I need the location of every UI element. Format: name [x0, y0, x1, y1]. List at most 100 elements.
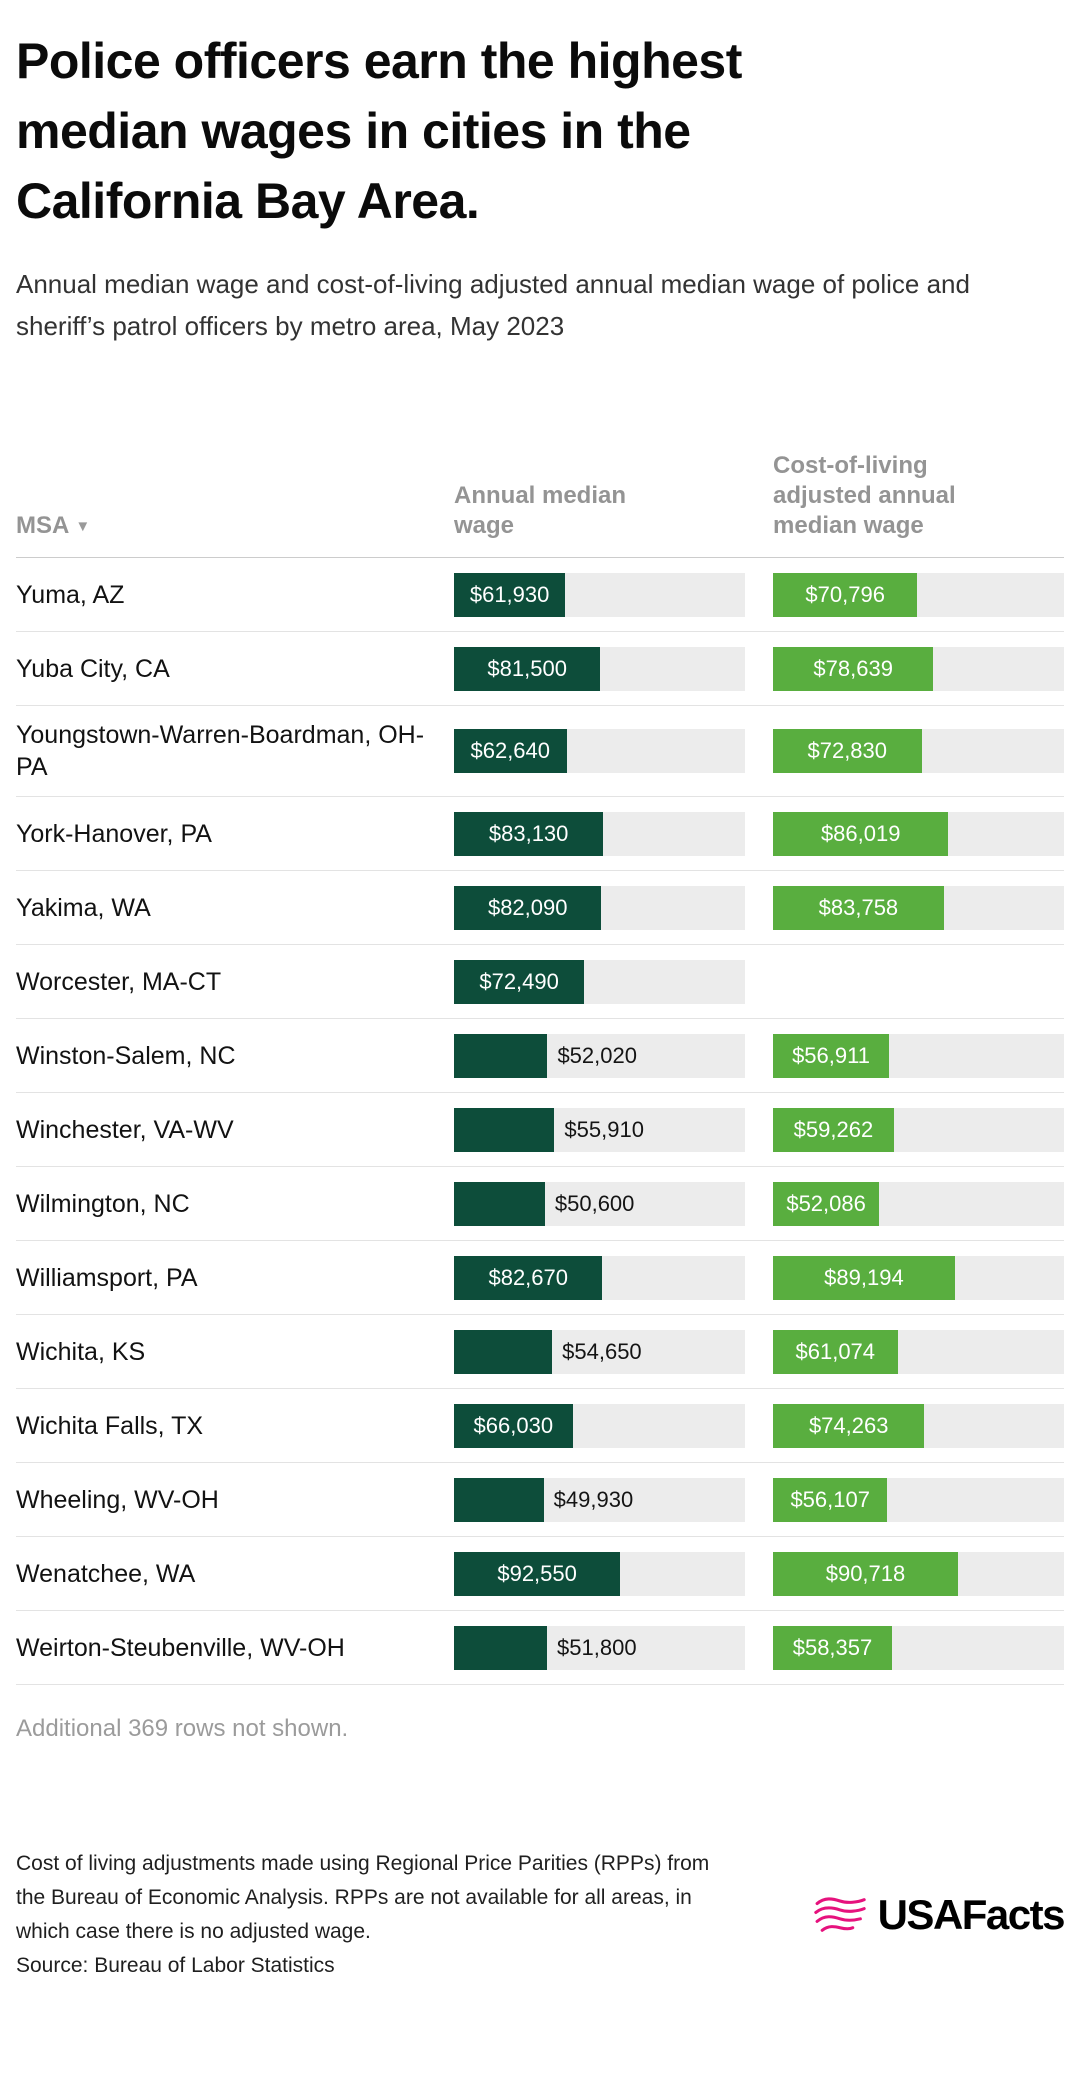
adjusted-wage-value-label: $72,830: [807, 738, 888, 764]
annual-wage-value-label: $54,650: [562, 1338, 642, 1364]
adjusted-wage-bar-track: $74,263: [773, 1403, 1064, 1448]
annual-wage-bar-track: $83,130: [454, 811, 745, 856]
annual-wage-value-label: $61,930: [469, 581, 550, 607]
table-row: Youngstown-Warren-Boardman, OH-PA $62,64…: [16, 706, 1064, 798]
table-row: York-Hanover, PA $83,130 $86,019: [16, 797, 1064, 872]
annual-wage-bar-track: $92,550: [454, 1551, 745, 1596]
adjusted-wage-value-label: $86,019: [820, 820, 901, 846]
adjusted-wage-bar-track: $70,796: [773, 572, 1064, 617]
adjusted-wage-bar: $52,086: [773, 1181, 880, 1226]
adjusted-wage-bar-track: $86,019: [773, 811, 1064, 856]
msa-cell: Wilmington, NC: [16, 1189, 190, 1218]
annual-wage-value-label: $83,130: [488, 820, 569, 846]
adjusted-wage-value-label: $58,357: [792, 1634, 873, 1660]
annual-wage-value-label: $49,930: [553, 1486, 634, 1512]
adjusted-wage-value-label: $52,086: [786, 1190, 866, 1216]
annual-wage-bar: $82,670: [454, 1255, 603, 1300]
msa-cell: Yakima, WA: [16, 893, 151, 922]
annual-wage-value-label: $62,640: [470, 738, 551, 764]
msa-cell: Winchester, VA-WV: [16, 1115, 234, 1144]
table-row: Yakima, WA $82,090 $83,758: [16, 871, 1064, 946]
table-row: Wheeling, WV-OH $49,930 $56,107: [16, 1463, 1064, 1538]
msa-cell: Wheeling, WV-OH: [16, 1485, 219, 1514]
annual-wage-bar-track: $49,930: [454, 1477, 745, 1522]
msa-header-label: MSA: [16, 512, 70, 540]
annual-wage-bar: [454, 1181, 545, 1226]
annual-wage-bar: $92,550: [454, 1551, 621, 1596]
msa-cell: Winston-Salem, NC: [16, 1041, 236, 1070]
adjusted-wage-value-label: $90,718: [825, 1560, 906, 1586]
adjusted-wage-bar-track: $61,074: [773, 1329, 1064, 1374]
adjusted-wage-bar-track: $59,262: [773, 1107, 1064, 1152]
msa-cell: Yuma, AZ: [16, 580, 125, 609]
adjusted-wage-bar: $89,194: [773, 1255, 955, 1300]
table-row: Williamsport, PA $82,670 $89,194: [16, 1241, 1064, 1316]
adjusted-wage-bar: $70,796: [773, 572, 918, 617]
adjusted-wage-bar: $74,263: [773, 1403, 925, 1448]
annual-wage-bar-track: $55,910: [454, 1107, 745, 1152]
adjusted-wage-bar-track: $56,107: [773, 1477, 1064, 1522]
annual-wage-bar-track: $82,670: [454, 1255, 745, 1300]
page-footer: Cost of living adjustments made using Re…: [16, 1847, 1066, 1983]
table-row: Weirton-Steubenville, WV-OH $51,800 $58,…: [16, 1611, 1064, 1686]
annual-wage-bar: $72,490: [454, 959, 585, 1004]
adjusted-wage-bar-track: $83,758: [773, 885, 1064, 930]
adjusted-wage-bar-track: $58,357: [773, 1625, 1064, 1670]
adjusted-wage-column-header[interactable]: Cost-of-living adjusted annual median wa…: [773, 451, 1064, 541]
annual-wage-value-label: $51,800: [557, 1634, 637, 1660]
annual-wage-bar-track: $52,020: [454, 1033, 745, 1078]
annual-wage-value-label: $55,910: [564, 1116, 644, 1142]
annual-wage-bar: [454, 1625, 548, 1670]
annual-wage-bar: $82,090: [454, 885, 602, 930]
adjusted-wage-bar: $56,107: [773, 1477, 888, 1522]
msa-cell: Wenatchee, WA: [16, 1559, 196, 1588]
msa-cell: Weirton-Steubenville, WV-OH: [16, 1633, 345, 1662]
annual-wage-bar-track: $61,930: [454, 572, 745, 617]
adjusted-wage-bar: $86,019: [773, 811, 949, 856]
msa-cell: York-Hanover, PA: [16, 819, 212, 848]
adjusted-wage-bar: $56,911: [773, 1033, 890, 1078]
msa-column-header[interactable]: MSA ▼: [16, 511, 426, 541]
adjusted-wage-value-label: $59,262: [793, 1116, 874, 1142]
adjusted-wage-bar-track: $90,718: [773, 1551, 1064, 1596]
adjusted-wage-header-label: Cost-of-living adjusted annual median wa…: [773, 452, 956, 540]
annual-wage-column-header[interactable]: Annual median wage: [454, 481, 745, 541]
adjusted-wage-bar-track: $52,086: [773, 1181, 1064, 1226]
annual-wage-value-label: $72,490: [479, 968, 559, 994]
page-title: Police officers earn the highest median …: [16, 33, 742, 229]
annual-wage-bar-track: $81,500: [454, 646, 745, 691]
additional-rows-note: Additional 369 rows not shown.: [16, 1715, 349, 1743]
usafacts-map-icon: [813, 1897, 866, 1933]
table-body: Yuma, AZ $61,930 $70,796 Yuba City, CA $…: [16, 558, 1064, 1686]
adjusted-wage-bar-track: $72,830: [773, 729, 1064, 774]
table-row: Wenatchee, WA $92,550 $90,718: [16, 1537, 1064, 1612]
adjusted-wage-bar: $90,718: [773, 1551, 958, 1596]
adjusted-wage-bar-track: $56,911: [773, 1033, 1064, 1078]
table-row: Winston-Salem, NC $52,020 $56,911: [16, 1019, 1064, 1094]
annual-wage-value-label: $52,020: [557, 1042, 637, 1068]
adjusted-wage-value-label: $78,639: [813, 655, 893, 681]
annual-wage-bar-track: $54,650: [454, 1329, 745, 1374]
usafacts-wordmark: USAFacts: [877, 1891, 1066, 1939]
adjusted-wage-bar: $58,357: [773, 1625, 892, 1670]
msa-cell: Worcester, MA-CT: [16, 967, 222, 996]
annual-wage-bar: $81,500: [454, 646, 601, 691]
msa-cell: Williamsport, PA: [16, 1263, 198, 1292]
adjusted-wage-value-label: $61,074: [795, 1338, 876, 1364]
annual-wage-value-label: $82,090: [487, 894, 568, 920]
table-row: Yuma, AZ $61,930 $70,796: [16, 558, 1064, 633]
annual-wage-bar-track: $72,490: [454, 959, 745, 1004]
usafacts-wage-table-page: Police officers earn the highest median …: [0, 26, 1080, 2076]
table-row: Wichita, KS $54,650 $61,074: [16, 1315, 1064, 1390]
adjusted-wage-value-label: $56,911: [792, 1042, 870, 1068]
usafacts-logo[interactable]: USAFacts: [812, 1891, 1066, 1939]
sort-descending-icon: ▼: [75, 518, 91, 536]
annual-wage-value-label: $81,500: [487, 655, 567, 681]
annual-wage-bar: $66,030: [454, 1403, 573, 1448]
table-row: Winchester, VA-WV $55,910 $59,262: [16, 1093, 1064, 1168]
annual-wage-bar: $62,640: [454, 729, 567, 774]
adjusted-wage-value-label: $56,107: [790, 1486, 870, 1512]
adjusted-wage-value-label: $83,758: [818, 894, 899, 920]
annual-wage-bar-track: $66,030: [454, 1403, 745, 1448]
annual-wage-header-label: Annual median wage: [454, 482, 627, 540]
